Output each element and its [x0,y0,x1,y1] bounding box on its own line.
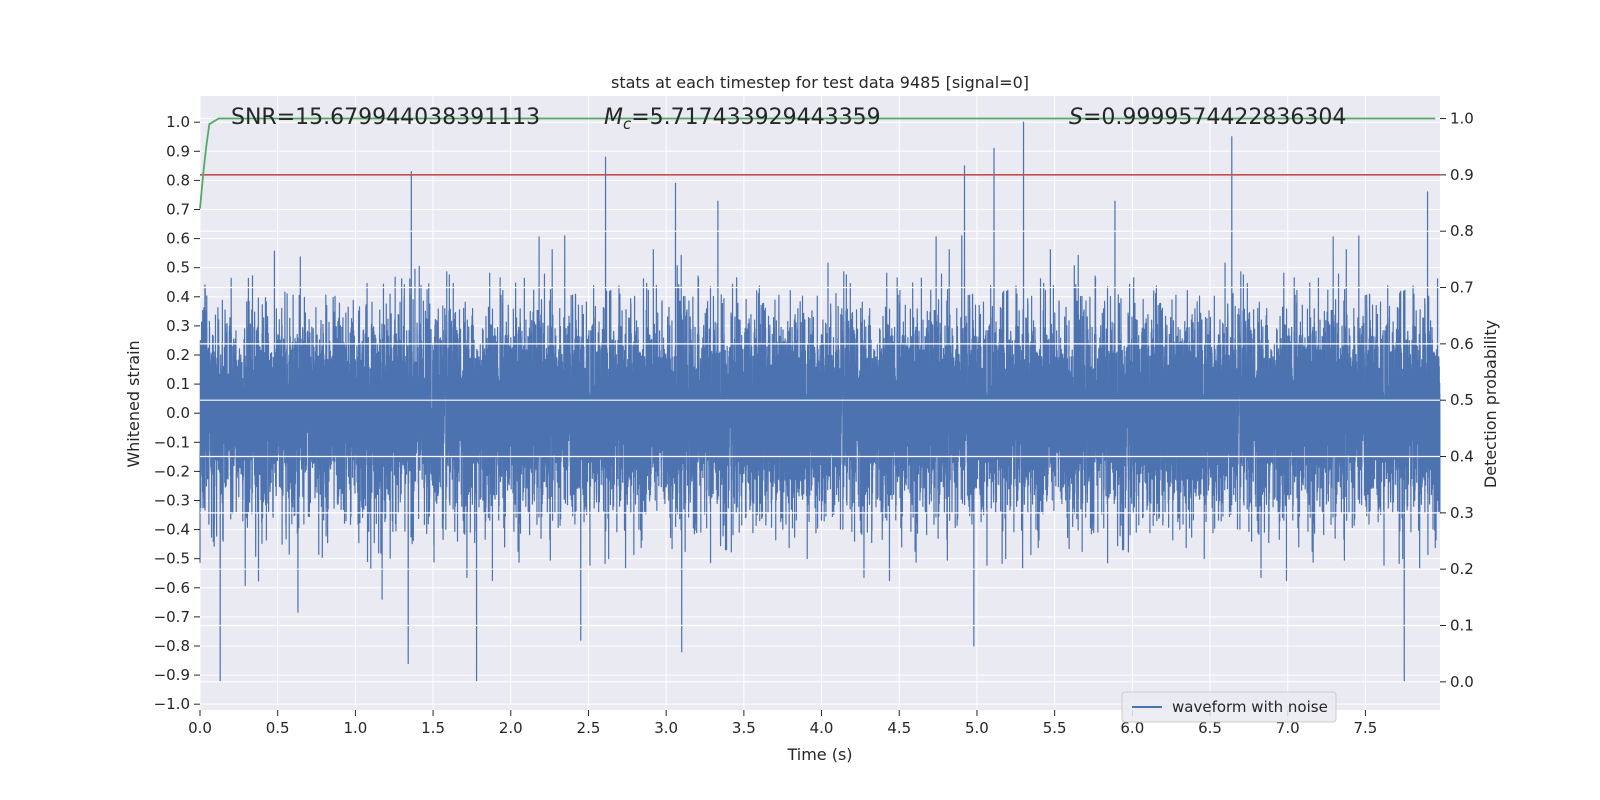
y-tick-label: −0.6 [154,579,190,597]
y-right-tick-label: 0.4 [1450,448,1474,466]
y-right-tick-label: 0.0 [1450,673,1474,691]
x-tick-label: 3.0 [654,719,678,737]
y-tick-label: −0.3 [154,491,190,509]
y-right-tick-label: 0.2 [1450,560,1474,578]
y-tick-label: 0.9 [166,142,190,160]
x-tick-label: 7.5 [1353,719,1377,737]
y-right-tick-label: 0.6 [1450,335,1474,353]
y-tick-label: 1.0 [166,113,190,131]
waveform-line [199,121,1441,682]
y-right-tick-label: 0.8 [1450,222,1474,240]
chart-title: stats at each timestep for test data 948… [611,73,1029,92]
y-tick-label: 0.7 [166,200,190,218]
y-tick-label: −0.1 [154,433,190,451]
y-axis-label: Whitened strain [124,340,143,467]
y-right-tick-label: 0.5 [1450,391,1474,409]
y-right-tick-label: 0.9 [1450,166,1474,184]
y-tick-label: −0.2 [154,462,190,480]
score-annotation: S=0.9999574422836304 [1069,105,1346,130]
y-tick-label: 0.5 [166,259,190,277]
y-right-tick-label: 0.1 [1450,617,1474,635]
x-tick-label: 3.5 [732,719,756,737]
y-tick-label: −1.0 [154,695,190,713]
y-right-tick-label: 1.0 [1450,110,1474,128]
waveform-series [199,121,1441,682]
x-tick-label: 5.5 [1043,719,1067,737]
x-tick-label: 1.5 [421,719,445,737]
y-tick-label: 0.8 [166,171,190,189]
y-tick-label: −0.4 [154,521,190,539]
y-right-tick-label: 0.7 [1450,279,1474,297]
x-tick-label: 7.0 [1276,719,1300,737]
probability-line [199,117,1436,209]
legend: waveform with noise [1121,691,1337,723]
y-tick-label: −0.8 [154,637,190,655]
x-tick-label: 0.0 [188,719,212,737]
y-tick-label: 0.0 [166,404,190,422]
y-tick-label: −0.5 [154,550,190,568]
y-tick-label: 0.4 [166,288,190,306]
y-right-tick-label: 0.3 [1450,504,1474,522]
x-tick-label: 1.0 [343,719,367,737]
x-tick-label: 4.5 [887,719,911,737]
y-axis-right-label: Detection probability [1481,320,1500,488]
x-tick-label: 6.5 [1198,719,1222,737]
x-tick-label: 2.0 [499,719,523,737]
y-tick-label: 0.1 [166,375,190,393]
x-tick-label: 6.0 [1120,719,1144,737]
y-tick-label: −0.7 [154,608,190,626]
y-tick-label: 0.3 [166,317,190,335]
snr-annotation: SNR=15.679944038391113 [231,105,540,130]
x-tick-label: 5.0 [965,719,989,737]
legend-box [1121,691,1337,723]
x-tick-label: 2.5 [577,719,601,737]
y-tick-label: 0.2 [166,346,190,364]
y-tick-label: 0.6 [166,230,190,248]
overlay-lines [199,117,1440,683]
x-tick-label: 0.5 [266,719,290,737]
x-axis-label: Time (s) [786,745,852,764]
y-tick-label: −0.9 [154,666,190,684]
axes: 0.0 0.5 1.0 1.5 2.0 2.5 3.0 3.5 4.0 4.5 5.0 5.5 6.0 6… [154,110,1474,737]
chirp-mass-annotation: Mc=5.717433929443359 [604,105,881,133]
x-tick-label: 4.0 [810,719,834,737]
legend-label: waveform with noise [1172,698,1328,716]
